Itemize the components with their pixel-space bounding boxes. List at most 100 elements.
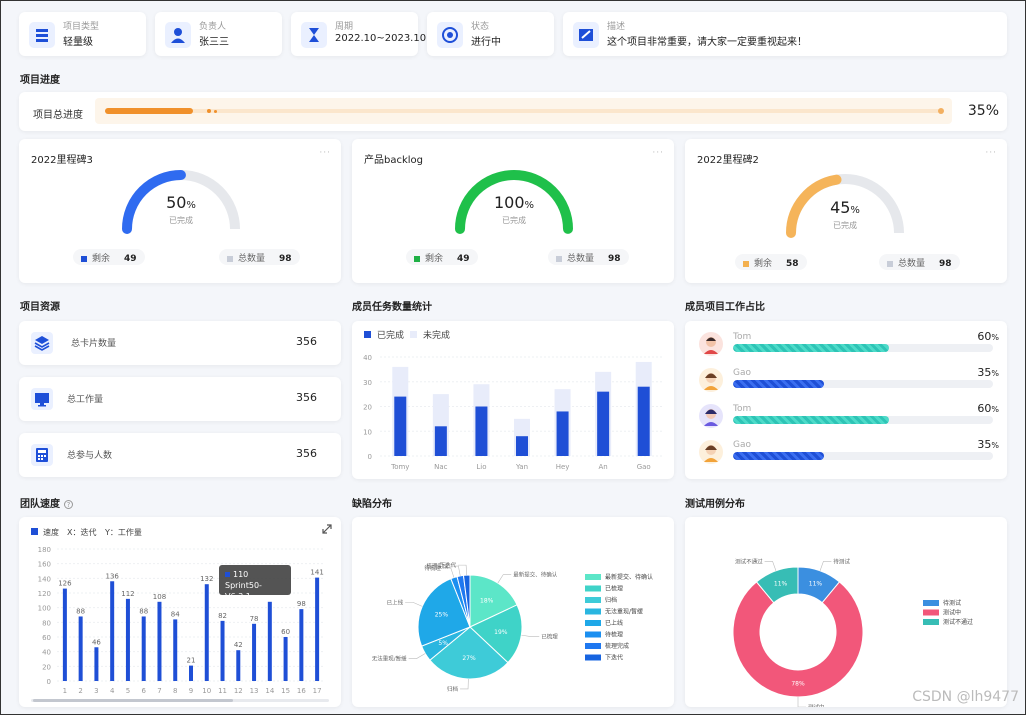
legend-label: 归档 — [605, 596, 617, 604]
slice-leader-line — [819, 561, 832, 571]
milestone-title: 2022里程碑2 — [697, 155, 759, 166]
member-name: Tom — [733, 332, 752, 342]
progress-end-dot — [938, 108, 944, 114]
legend-swatch — [923, 619, 939, 625]
member-task-card: 已完成 未完成 0 10 20 30 40 Tomy Nac Lio Yan Hey An Gao — [352, 321, 674, 479]
velocity-card: 速度 X：迭代 Y：工作量 0 20 40 60 80 100 120 140 160 180 12… — [19, 517, 341, 707]
info-value: 这个项目非常重要，请大家一定要重视起来！ — [607, 37, 807, 48]
tooltip-text: Sprint50-V6.3.1 — [225, 581, 262, 601]
legend-swatch — [923, 600, 939, 606]
x-tick-label: 2 — [78, 687, 82, 695]
resource-label: 总卡片数量 — [71, 339, 117, 349]
slice-leader-line — [797, 697, 806, 708]
project-type-icon — [29, 22, 55, 48]
progress-card: 项目总进度 35% — [19, 92, 1007, 131]
info-card-owner: 负责人 张三三 — [155, 12, 282, 56]
pie-slice — [469, 604, 523, 664]
member-track — [733, 452, 993, 460]
velocity-bar — [220, 620, 225, 681]
velocity-bar — [78, 616, 83, 681]
remain-pill: 剩余 58 — [735, 254, 807, 270]
total-value: 98 — [608, 254, 621, 264]
legend-swatch — [585, 631, 601, 638]
slice-leader-line — [764, 561, 777, 571]
bar-value-label: 126 — [58, 580, 72, 588]
progress-track — [95, 98, 952, 124]
gauge-arc — [122, 170, 240, 234]
bar-value-label: 60 — [281, 628, 290, 636]
x-tick-label: 17 — [313, 687, 322, 695]
slice-percent-label: 11% — [774, 581, 788, 588]
member-percent-unit: % — [991, 441, 999, 450]
pie-slice — [462, 574, 471, 628]
slice-name-label: 梳理完成 — [426, 562, 449, 570]
legend-swatch — [743, 260, 749, 267]
legend-label: 已梳理 — [605, 585, 623, 593]
velocity-bar — [204, 584, 209, 681]
x-tick-label: 10 — [202, 687, 211, 695]
resource-card: 总卡片数量 356 — [19, 321, 341, 365]
bar-value-label: 42 — [234, 641, 243, 649]
total-value: 98 — [939, 259, 952, 269]
legend-label: 测试不通过 — [943, 618, 973, 626]
progress-dot — [214, 109, 217, 113]
slice-name-label: 已梳理 — [541, 633, 558, 641]
info-label: 周期 — [335, 22, 354, 32]
scrollbar-thumb[interactable] — [33, 699, 233, 702]
legend-swatch — [585, 643, 601, 649]
progress-fill — [105, 108, 193, 114]
section-title-testcases: 测试用例分布 — [685, 499, 745, 510]
resource-value: 356 — [296, 335, 317, 348]
x-tick-label: Tomy — [390, 463, 409, 471]
description-icon — [573, 22, 599, 48]
info-label: 负责人 — [199, 22, 227, 32]
slice-leader-line — [521, 634, 540, 637]
y-tick-label: 80 — [42, 619, 51, 627]
info-label: 项目类型 — [63, 22, 100, 32]
y-tick-label: 140 — [38, 575, 51, 583]
more-icon[interactable]: ··· — [319, 148, 331, 158]
total-pill: 总数量 98 — [548, 249, 629, 265]
tooltip-value-row: 110 — [225, 569, 285, 580]
expand-icon[interactable] — [322, 524, 332, 534]
member-share-card: Tom 60% Gao 35% Tom 60% Gao 35% — [685, 321, 1007, 479]
legend-label-done: 已完成 — [377, 329, 404, 341]
legend-label-velocity: 速度 — [43, 527, 59, 537]
milestone-title: 产品backlog — [364, 155, 424, 166]
x-tick-label: Hey — [556, 463, 570, 471]
help-icon[interactable]: ? — [64, 499, 73, 509]
info-value: 2022.10~2023.10 — [335, 33, 427, 44]
calculator-icon — [31, 444, 53, 466]
legend-label: 待梳理 — [605, 631, 623, 639]
more-icon[interactable]: ··· — [985, 148, 997, 158]
bar-value-label: 141 — [310, 569, 323, 577]
velocity-bar — [236, 650, 241, 681]
velocity-bar — [315, 577, 320, 681]
pie-slice — [732, 581, 864, 698]
resource-value: 356 — [296, 391, 317, 404]
x-tick-label: 8 — [173, 687, 177, 695]
x-tick-label: 5 — [126, 687, 130, 695]
resource-card: 总参与人数 356 — [19, 433, 341, 477]
section-title-progress: 项目进度 — [20, 75, 60, 86]
x-tick-label: Nac — [434, 463, 448, 471]
x-tick-label: Lio — [476, 463, 486, 471]
progress-dot — [207, 109, 211, 113]
legend-swatch — [585, 608, 601, 615]
legend-swatch — [585, 574, 601, 580]
more-icon[interactable]: ··· — [652, 148, 664, 158]
velocity-title: 团队速度 — [20, 499, 60, 510]
member-track — [733, 344, 993, 352]
slice-percent-label: 78% — [791, 681, 805, 688]
gauge-value: 100% — [452, 193, 576, 212]
y-tick-label: 40 — [42, 649, 51, 657]
legend-swatch — [556, 255, 562, 262]
slice-name-label: 下迭代 — [440, 561, 457, 569]
member-task-chart: 已完成 未完成 0 10 20 30 40 Tomy Nac Lio Yan Hey An Gao — [363, 329, 664, 471]
pie-slice — [755, 566, 799, 604]
member-name: Gao — [733, 368, 751, 378]
legend-swatch-done — [364, 331, 371, 338]
member-percent-value: 35 — [977, 438, 992, 451]
member-row: Tom 60% — [699, 330, 999, 362]
